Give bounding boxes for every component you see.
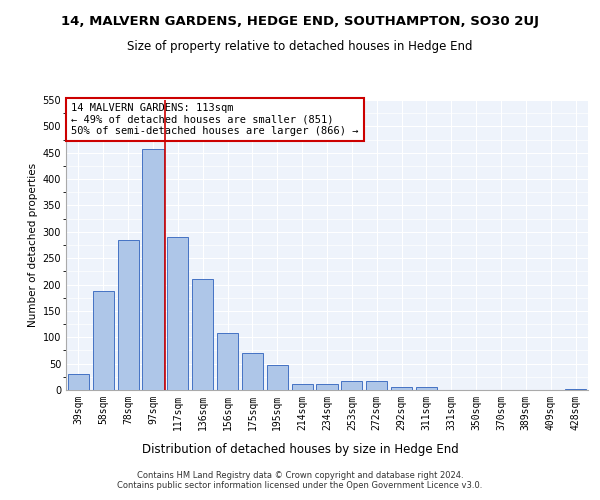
- Bar: [192, 280, 213, 390]
- Bar: [93, 291, 114, 390]
- Text: 14 MALVERN GARDENS: 113sqm
← 49% of detached houses are smaller (851)
50% of sem: 14 MALVERN GARDENS: 113sqm ← 49% of deta…: [71, 103, 359, 136]
- Bar: [118, 240, 139, 390]
- Bar: [391, 387, 412, 390]
- Text: Size of property relative to detached houses in Hedge End: Size of property relative to detached ho…: [127, 40, 473, 53]
- Bar: [217, 333, 238, 390]
- Text: 14, MALVERN GARDENS, HEDGE END, SOUTHAMPTON, SO30 2UJ: 14, MALVERN GARDENS, HEDGE END, SOUTHAMP…: [61, 15, 539, 28]
- Bar: [416, 388, 437, 390]
- Y-axis label: Number of detached properties: Number of detached properties: [28, 163, 38, 327]
- Bar: [267, 365, 288, 390]
- Bar: [142, 148, 164, 390]
- Bar: [316, 384, 338, 390]
- Bar: [242, 353, 263, 390]
- Bar: [167, 237, 188, 390]
- Bar: [292, 384, 313, 390]
- Bar: [565, 389, 586, 390]
- Bar: [366, 380, 387, 390]
- Text: Contains HM Land Registry data © Crown copyright and database right 2024.
Contai: Contains HM Land Registry data © Crown c…: [118, 470, 482, 490]
- Bar: [68, 374, 89, 390]
- Bar: [341, 380, 362, 390]
- Text: Distribution of detached houses by size in Hedge End: Distribution of detached houses by size …: [142, 442, 458, 456]
